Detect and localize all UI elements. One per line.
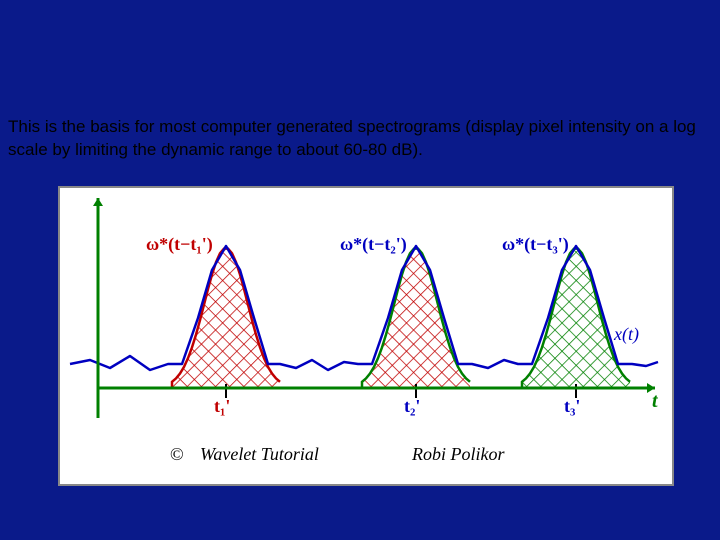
signal-label: x(t) [614,324,639,345]
footer-text-2: Robi Polikor [412,444,505,465]
tick-label-3: t₃' [564,396,580,417]
wavelet-figure: ω*(t−t₁') ω*(t−t₂') ω*(t−t₃') x(t) t₁' t… [58,186,674,486]
window-2-peak-label: ω*(t−t₂') [340,234,407,255]
x-axis-label: t [652,390,658,413]
copyright-icon: © [170,444,184,465]
footer-text-1: Wavelet Tutorial [200,444,319,465]
tick-label-2: t₂' [404,396,420,417]
window-3-peak-label: ω*(t−t₃') [502,234,569,255]
figure-svg [60,188,672,484]
tick-label-1: t₁' [214,396,230,417]
window-1-peak-label: ω*(t−t₁') [146,234,213,255]
caption-text: This is the basis for most computer gene… [8,116,708,162]
